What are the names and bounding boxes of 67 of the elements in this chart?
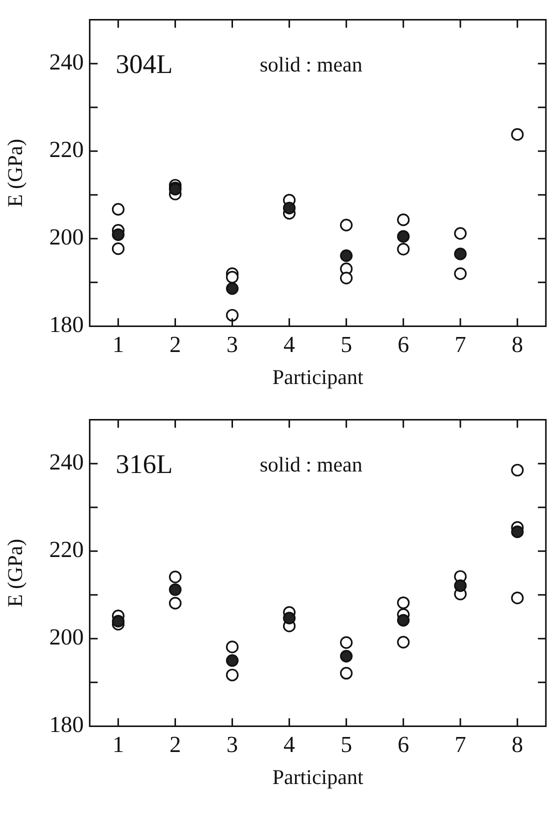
y-tick-label: 220: [49, 137, 84, 162]
point: [340, 636, 353, 649]
x-tick-label: 4: [284, 332, 296, 358]
point: [340, 218, 353, 232]
point: [340, 272, 353, 284]
y-tick-label: 200: [49, 624, 84, 650]
x-tick-label: 8: [512, 732, 524, 758]
point: [454, 579, 467, 592]
y-axis-title: E (GPa): [3, 138, 28, 208]
point: [112, 203, 125, 216]
y-tick-label: 220: [49, 537, 84, 562]
point: [340, 249, 353, 262]
point: [454, 248, 467, 260]
point: [340, 650, 353, 662]
point: [511, 464, 524, 476]
x-tick-label: 1: [112, 732, 124, 758]
x-tick-label: 4: [284, 732, 296, 758]
y-axis-title: E (GPa): [3, 538, 28, 608]
y-tick-label: 180: [49, 712, 84, 738]
point: [511, 526, 524, 538]
point: [397, 636, 410, 648]
x-tick-label: 2: [169, 732, 181, 758]
point: [168, 596, 182, 610]
point: [397, 230, 410, 243]
y-tick-label: 240: [49, 50, 84, 75]
x-tick-label: 3: [226, 332, 238, 358]
y-tick-label: 240: [49, 450, 84, 475]
point: [226, 270, 239, 284]
x-tick-label: 6: [398, 732, 410, 758]
annotation: 304L: [116, 48, 173, 79]
point: [226, 308, 239, 322]
point: [511, 592, 524, 604]
point: [226, 654, 239, 667]
x-tick-label: 5: [340, 732, 352, 758]
point: [282, 202, 296, 214]
x-tick-label: 7: [454, 332, 466, 358]
point: [454, 267, 467, 280]
point: [397, 242, 410, 256]
point: [112, 228, 125, 242]
x-tick-label: 6: [398, 332, 410, 358]
point: [397, 596, 410, 610]
point: [226, 282, 239, 295]
point: [340, 666, 353, 680]
x-tick-label: 3: [226, 732, 238, 758]
x-tick-label: 1: [112, 332, 124, 358]
point: [112, 242, 125, 256]
x-tick-label: 2: [169, 332, 181, 358]
annotation: solid : mean: [260, 52, 363, 76]
point: [168, 570, 182, 584]
y-tick-label: 200: [49, 224, 84, 250]
point: [282, 612, 296, 624]
point: [454, 227, 467, 240]
point: [397, 614, 410, 627]
y-tick-label: 180: [49, 312, 84, 338]
point: [168, 583, 182, 596]
annotation: solid : mean: [260, 452, 363, 476]
x-tick-label: 8: [512, 332, 524, 358]
point: [397, 214, 410, 226]
x-tick-label: 5: [340, 332, 352, 358]
x-axis-title: Participant: [272, 764, 364, 789]
x-axis-title: Participant: [272, 364, 364, 389]
point: [511, 128, 524, 141]
x-tick-label: 7: [454, 732, 466, 758]
point: [226, 640, 239, 654]
point: [226, 668, 239, 682]
annotation: 316L: [116, 448, 173, 479]
point: [112, 614, 125, 628]
